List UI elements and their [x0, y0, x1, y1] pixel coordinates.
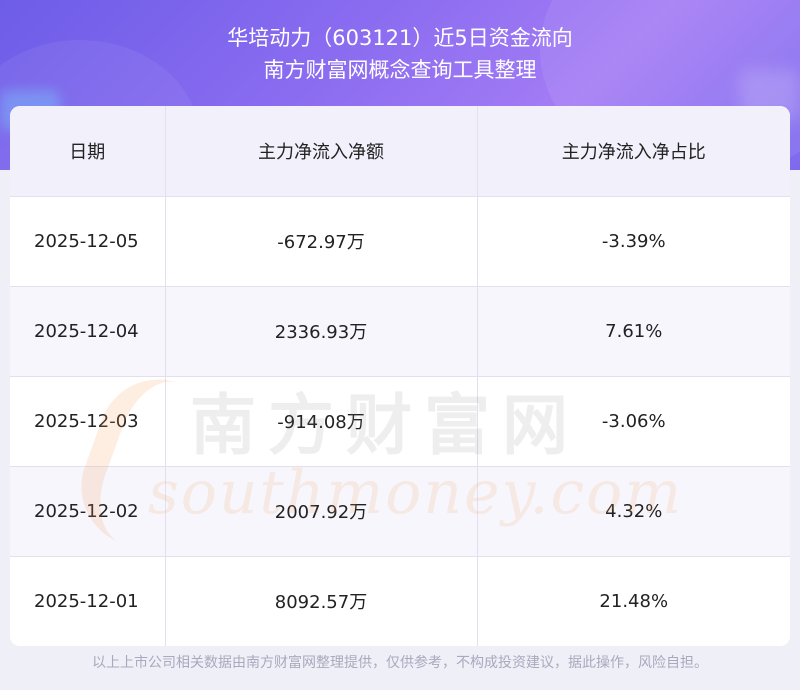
column-header-net-inflow: 主力净流入净额	[165, 106, 478, 197]
cell-net-inflow: 8092.57万	[165, 556, 478, 646]
page-title: 华培动力（603121）近5日资金流向 南方财富网概念查询工具整理	[0, 22, 800, 86]
cell-ratio: -3.06%	[477, 376, 790, 467]
table-header-row: 日期 主力净流入净额 主力净流入净占比	[10, 106, 790, 197]
cell-net-inflow: 2336.93万	[165, 286, 478, 377]
cell-ratio: 4.32%	[477, 466, 790, 557]
fund-flow-table-card: 日期 主力净流入净额 主力净流入净占比 2025-12-05 -672.97万 …	[10, 106, 790, 646]
column-header-date: 日期	[10, 106, 166, 197]
cell-ratio: 7.61%	[477, 286, 790, 377]
table-row: 2025-12-01 8092.57万 21.48%	[10, 556, 790, 646]
table-row: 2025-12-03 -914.08万 -3.06%	[10, 376, 790, 467]
column-header-ratio: 主力净流入净占比	[477, 106, 790, 197]
table-row: 2025-12-04 2336.93万 7.61%	[10, 286, 790, 377]
footer-disclaimer: 以上上市公司相关数据由南方财富网整理提供，仅供参考，不构成投资建议，据此操作，风…	[92, 655, 708, 671]
cell-ratio: -3.39%	[477, 196, 790, 287]
cell-date: 2025-12-01	[10, 556, 166, 646]
cell-date: 2025-12-05	[10, 196, 166, 287]
title-line-1: 华培动力（603121）近5日资金流向	[227, 26, 573, 50]
cell-net-inflow: 2007.92万	[165, 466, 478, 557]
title-line-2: 南方财富网概念查询工具整理	[263, 58, 537, 82]
fund-flow-table: 日期 主力净流入净额 主力净流入净占比 2025-12-05 -672.97万 …	[10, 106, 790, 646]
cell-net-inflow: -914.08万	[165, 376, 478, 467]
cell-date: 2025-12-04	[10, 286, 166, 377]
cell-date: 2025-12-03	[10, 376, 166, 467]
cell-ratio: 21.48%	[477, 556, 790, 646]
table-row: 2025-12-02 2007.92万 4.32%	[10, 466, 790, 557]
cell-date: 2025-12-02	[10, 466, 166, 557]
cell-net-inflow: -672.97万	[165, 196, 478, 287]
table-row: 2025-12-05 -672.97万 -3.39%	[10, 196, 790, 287]
